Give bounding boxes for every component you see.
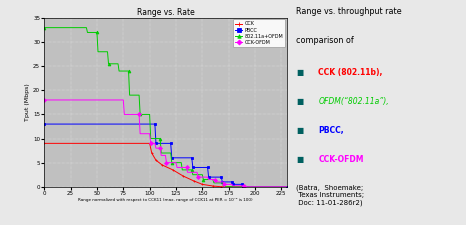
Y-axis label: Tput (Mbps): Tput (Mbps)	[25, 83, 30, 121]
X-axis label: Range normalized with respect to CCK11 (max. range of CCK11 at PER = 10⁻² is 100: Range normalized with respect to CCK11 (…	[78, 198, 253, 202]
Text: OFDM(“802.11a”),: OFDM(“802.11a”),	[318, 97, 389, 106]
Legend: CCK, PBCC, 802.11a+OFDM, CCK-OFDM: CCK, PBCC, 802.11a+OFDM, CCK-OFDM	[233, 19, 285, 47]
Text: ■: ■	[296, 155, 303, 164]
Text: ■: ■	[296, 68, 303, 76]
Text: ■: ■	[296, 126, 303, 135]
Text: ■: ■	[296, 97, 303, 106]
Text: Range vs. throughput rate: Range vs. throughput rate	[296, 7, 402, 16]
Title: Range vs. Rate: Range vs. Rate	[137, 8, 194, 17]
Text: CCK (802.11b),: CCK (802.11b),	[318, 68, 383, 76]
Text: CCK-OFDM: CCK-OFDM	[318, 155, 364, 164]
Text: PBCC,: PBCC,	[318, 126, 344, 135]
Text: (Batra,  Shoemake;
 Texas Instruments;
 Doc: 11-01-286r2): (Batra, Shoemake; Texas Instruments; Doc…	[296, 184, 364, 205]
Text: comparison of: comparison of	[296, 36, 354, 45]
